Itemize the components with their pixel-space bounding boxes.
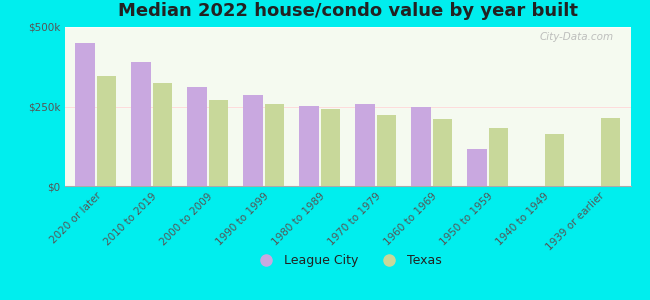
Text: City-Data.com: City-Data.com bbox=[540, 32, 614, 42]
Bar bbox=[131, 62, 151, 186]
Bar bbox=[467, 149, 487, 186]
Bar bbox=[299, 106, 319, 186]
Bar bbox=[601, 118, 620, 186]
Bar bbox=[320, 109, 340, 186]
Bar bbox=[545, 134, 564, 186]
Bar bbox=[433, 119, 452, 186]
Bar bbox=[411, 107, 431, 186]
Bar bbox=[209, 100, 228, 186]
Bar bbox=[153, 82, 172, 186]
Bar bbox=[356, 104, 375, 186]
Bar bbox=[243, 95, 263, 186]
Legend: League City, Texas: League City, Texas bbox=[249, 249, 447, 272]
Bar bbox=[97, 76, 116, 186]
Bar bbox=[265, 104, 284, 186]
Bar bbox=[187, 87, 207, 186]
Title: Median 2022 house/condo value by year built: Median 2022 house/condo value by year bu… bbox=[118, 2, 578, 20]
Bar bbox=[489, 128, 508, 186]
Bar bbox=[376, 116, 396, 186]
Bar bbox=[75, 43, 95, 186]
